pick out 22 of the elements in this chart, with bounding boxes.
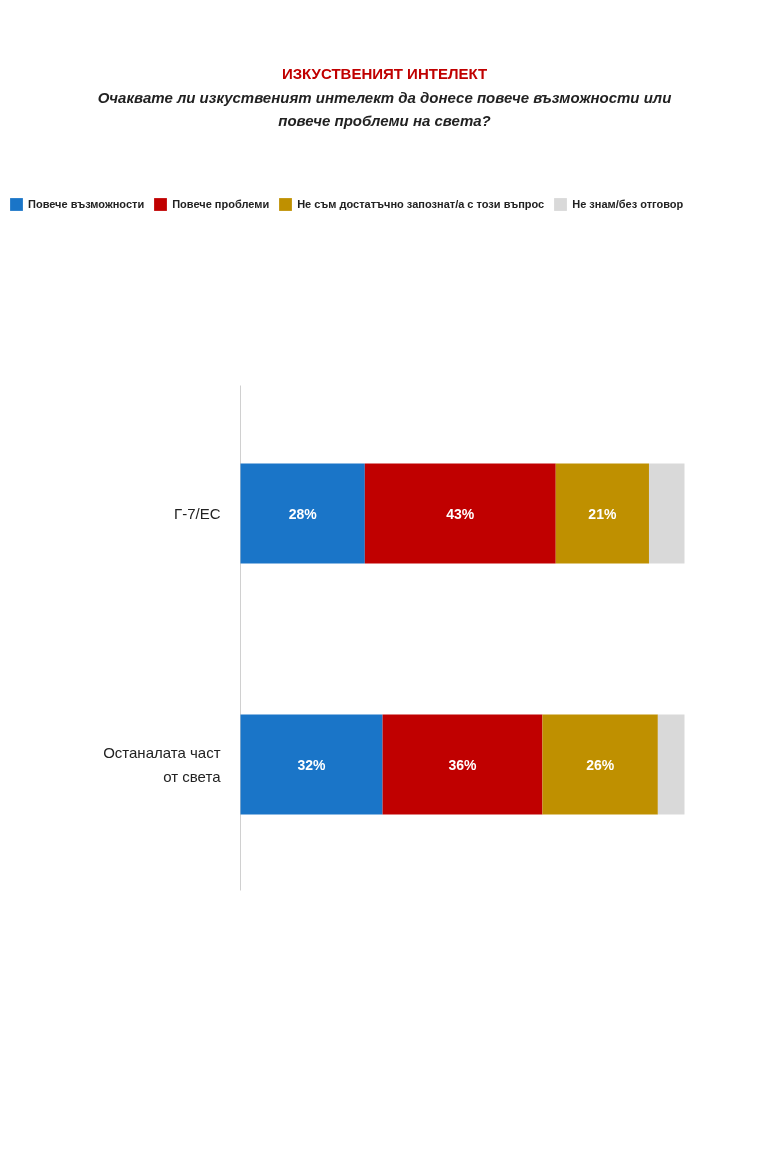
bar <box>240 714 383 815</box>
legend-label: Не знам/без отговор <box>572 198 684 210</box>
bar <box>555 463 649 564</box>
data-label: 36% <box>448 756 478 773</box>
data-label: 21% <box>588 505 617 522</box>
data-label: 43% <box>446 505 475 522</box>
legend-label: Повече възможности <box>28 198 145 210</box>
bar <box>542 714 658 815</box>
legend-label: Не съм достатъчно запознат/а с този въпрос <box>297 198 545 210</box>
chart-subtitle: Очаквате ли изкуственият интелект да донесе повече възможности или повече проблеми на света? <box>97 88 672 130</box>
bar <box>364 463 556 564</box>
bar <box>382 714 543 815</box>
chart-title: ИЗКУСТВЕНИЯТ ИНТЕЛЕКТ <box>281 65 488 82</box>
data-label: 26% <box>586 756 615 773</box>
bar <box>240 463 365 564</box>
legend-label: Повече проблеми <box>172 198 270 210</box>
y-tick-label: Останалата част от света <box>103 744 222 785</box>
bar <box>657 714 685 815</box>
data-label: 32% <box>297 756 327 773</box>
data-label: 28% <box>288 505 318 522</box>
y-tick-label: Г-7/ЕС <box>174 505 221 522</box>
bar <box>648 463 685 564</box>
